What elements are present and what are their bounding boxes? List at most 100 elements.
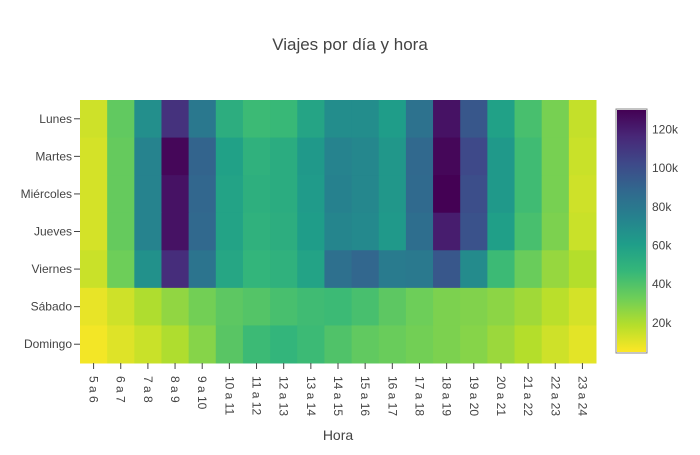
heatmap-cell — [242, 212, 271, 251]
heatmap-cell — [161, 100, 190, 139]
heatmap-cell — [460, 325, 488, 364]
heatmap-cell — [405, 137, 434, 176]
heatmap-cell — [433, 212, 461, 251]
heatmap-cell — [541, 175, 570, 214]
heatmap-cell — [351, 175, 380, 214]
heatmap-cell — [460, 250, 488, 289]
heatmap-cell — [215, 212, 244, 251]
x-tick-label: 18 a 19 — [440, 376, 454, 416]
heatmap-cell — [297, 250, 325, 289]
x-tick-label: 20 a 21 — [494, 376, 508, 416]
heatmap-cell — [188, 175, 217, 214]
heatmap-cell — [107, 175, 135, 214]
heatmap-cell — [487, 100, 516, 139]
heatmap-cell — [487, 325, 516, 364]
heatmap-cell — [297, 137, 325, 176]
heatmap-cell — [134, 287, 162, 326]
heatmap-cell — [80, 175, 108, 214]
heatmap-cell — [433, 137, 461, 176]
heatmap-cell — [568, 175, 597, 214]
x-tick-label: 7 a 8 — [141, 376, 155, 403]
x-tick-label: 22 a 23 — [548, 376, 562, 416]
heatmap-cell — [324, 175, 353, 214]
colorbar-tick-label: 80k — [652, 200, 672, 214]
x-tick-label: 10 a 11 — [222, 376, 236, 415]
heatmap-cell — [270, 325, 298, 364]
x-tick-label: 17 a 18 — [412, 376, 426, 416]
y-tick-label: Sábado — [31, 300, 73, 314]
heatmap-cell — [351, 100, 380, 139]
heatmap-cell — [270, 137, 298, 176]
heatmap-cell — [378, 100, 407, 139]
heatmap-cell — [514, 250, 543, 289]
heatmap-cell — [433, 250, 461, 289]
colorbar: 20k 40k 60k 80k 100k 120k — [615, 108, 679, 354]
heatmap-cell — [242, 100, 271, 139]
heatmap-cell — [514, 175, 543, 214]
heatmap-cell — [297, 287, 325, 326]
heatmap-cell — [568, 250, 597, 289]
heatmap-cell — [161, 175, 190, 214]
heatmap-cell — [297, 175, 325, 214]
x-tick-label: 16 a 17 — [385, 376, 399, 416]
heatmap-cell — [541, 287, 570, 326]
heatmap-cell — [188, 287, 217, 326]
y-tick-label: Lunes — [39, 112, 72, 126]
heatmap-cell — [270, 250, 298, 289]
heatmap-cell — [433, 287, 461, 326]
heatmap-cell — [324, 137, 353, 176]
heatmap-cell — [433, 325, 461, 364]
heatmap-cell — [242, 325, 271, 364]
heatmap-cell — [215, 325, 244, 364]
heatmap-cell — [541, 212, 570, 251]
heatmap-cell — [80, 287, 108, 326]
heatmap-cell — [80, 212, 108, 251]
heatmap-cell — [215, 100, 244, 139]
colorbar-tick-label: 60k — [652, 239, 672, 253]
heatmap-cell — [351, 325, 380, 364]
heatmap-cell — [378, 250, 407, 289]
heatmap-cell — [541, 325, 570, 364]
heatmap-cell — [270, 175, 298, 214]
heatmap-cell — [378, 175, 407, 214]
heatmap-cell — [161, 212, 190, 251]
heatmap-cell — [215, 137, 244, 176]
heatmap-cell — [161, 137, 190, 176]
heatmap-cell — [487, 212, 516, 251]
heatmap-cell — [107, 250, 135, 289]
heatmap-cell — [405, 325, 434, 364]
y-tick-label: Domingo — [24, 337, 72, 351]
heatmap-cell — [514, 212, 543, 251]
heatmap-cell — [514, 325, 543, 364]
x-tick-label: 6 a 7 — [114, 376, 128, 403]
colorbar-outline — [615, 108, 648, 354]
x-tick-label: 19 a 20 — [467, 376, 481, 416]
heatmap-cell — [568, 100, 597, 139]
heatmap-cell — [487, 250, 516, 289]
heatmap-cell — [460, 175, 488, 214]
heatmap-cell — [324, 287, 353, 326]
heatmap-cell — [80, 250, 108, 289]
heatmap-cell — [460, 137, 488, 176]
heatmap-cell — [107, 137, 135, 176]
heatmap-cell — [378, 137, 407, 176]
heatmap-cell — [460, 100, 488, 139]
heatmap-cell — [460, 212, 488, 251]
heatmap-cell — [297, 100, 325, 139]
heatmap-cell — [405, 250, 434, 289]
heatmap-cell — [188, 325, 217, 364]
x-tick-label: 13 a 14 — [304, 376, 318, 416]
x-axis-title: Hora — [323, 427, 354, 443]
y-tick-label: Martes — [35, 149, 72, 163]
heatmap-cell — [215, 175, 244, 214]
colorbar-tick-label: 20k — [652, 316, 672, 330]
heatmap-cell — [107, 100, 135, 139]
x-tick-label: 5 a 6 — [87, 376, 101, 403]
heatmap-cell — [107, 325, 135, 364]
heatmap-cell — [215, 250, 244, 289]
heatmap-cell — [324, 212, 353, 251]
y-tick-label: Viernes — [32, 262, 72, 276]
heatmap-cell — [514, 287, 543, 326]
heatmap-cell — [80, 100, 108, 139]
